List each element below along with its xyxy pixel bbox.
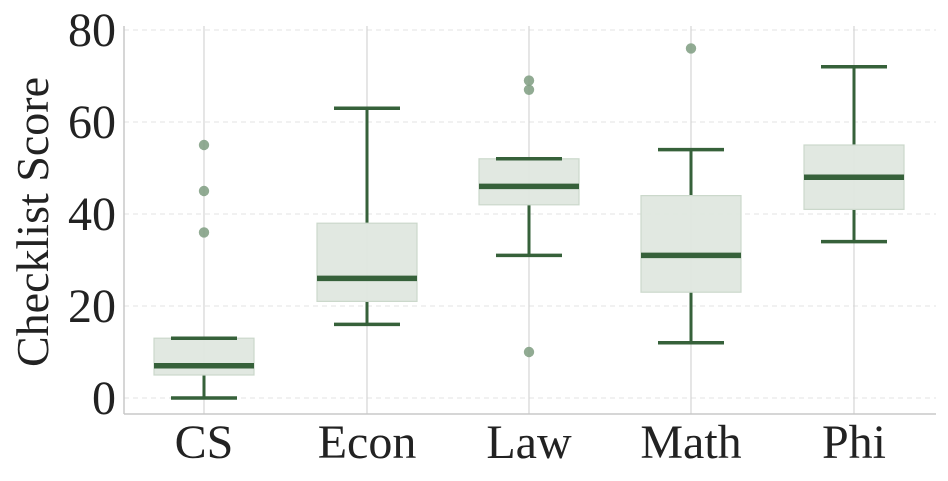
outlier-point-law-0 [523, 346, 535, 358]
iqr-box-math [640, 195, 742, 293]
y-tick-label-20: 20 [68, 280, 116, 333]
outlier-point-cs-2 [198, 139, 210, 151]
outlier-point-cs-0 [198, 227, 210, 238]
x-tick-label-econ: Econ [318, 416, 417, 469]
boxes [153, 43, 905, 400]
outlier-point-law-2 [523, 75, 535, 86]
iqr-box-econ [316, 222, 418, 302]
axes [123, 26, 936, 415]
box-law [478, 75, 580, 358]
box-math [640, 43, 742, 345]
x-tick-label-cs: CS [175, 416, 234, 469]
outlier-point-law-1 [523, 84, 535, 96]
outlier-point-cs-1 [198, 185, 210, 197]
outlier-point-math-0 [685, 43, 697, 54]
y-axis-title: Checklist Score [7, 77, 58, 367]
y-tick-label-80: 80 [68, 4, 116, 57]
box-cs [153, 139, 255, 400]
x-tick-label-phi: Phi [822, 416, 886, 469]
y-tick-label-60: 60 [68, 96, 116, 149]
box-phi [803, 65, 905, 244]
tick-labels: 0 20 40 60 80 CS Econ Law Math Phi [68, 4, 886, 469]
y-tick-label-0: 0 [92, 372, 116, 425]
iqr-box-cs [153, 337, 255, 376]
y-tick-label-40: 40 [68, 188, 116, 241]
iqr-box-law [478, 158, 580, 206]
x-tick-label-math: Math [640, 416, 741, 469]
x-tick-label-law: Law [486, 416, 572, 469]
box-econ [316, 106, 418, 327]
